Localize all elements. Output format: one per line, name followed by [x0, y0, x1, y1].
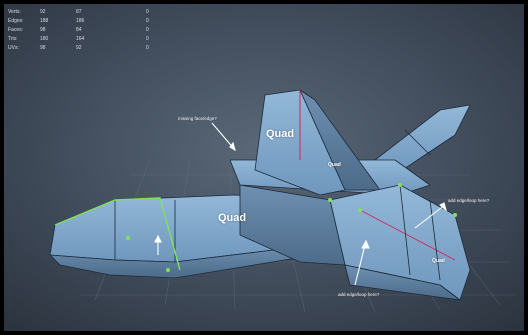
annotation-top: missing face/edge? [178, 116, 217, 121]
hud-label: Faces: [8, 27, 24, 33]
hud-value: 0 [146, 36, 149, 42]
hud-label: UVs: [8, 45, 19, 51]
nose-underside[interactable] [344, 264, 461, 301]
hud-value: 186 [76, 18, 85, 24]
hud-value: 98 [40, 45, 46, 51]
hud-value: 188 [40, 18, 49, 24]
hud-value: 0 [146, 18, 149, 24]
hud-value: 0 [146, 45, 149, 51]
hud-value: 84 [76, 27, 82, 33]
selected-edge-loop[interactable] [54, 197, 181, 271]
hud-value: 0 [146, 27, 149, 33]
annotation-right: add edge/loop here? [448, 198, 490, 203]
hud-value: 92 [40, 9, 46, 15]
airplane-model[interactable] [49, 89, 471, 301]
bottom-black-bar [0, 331, 528, 335]
hud-value: 164 [76, 36, 85, 42]
right-black-bar [524, 0, 528, 335]
tail-face-label: Quad [266, 128, 295, 140]
left-black-bar [0, 0, 4, 335]
fuselage-side[interactable] [239, 184, 346, 266]
hud-label: Edges: [8, 18, 24, 24]
hud-value: 0 [146, 9, 149, 15]
hud-value: 87 [76, 9, 82, 15]
hud-label: Tris: [8, 36, 18, 42]
hud-value: 98 [40, 27, 46, 33]
nose-face-label: Quad [432, 258, 445, 264]
wing-face-label: Quad [218, 212, 247, 224]
hud-value: 92 [76, 45, 82, 51]
hud-value: 180 [40, 36, 49, 42]
annotation-bottom: add edge/loop here? [338, 292, 380, 297]
hud-label: Verts: [8, 9, 21, 15]
annotation-arrows [154, 122, 448, 286]
fin-face-label: Quad [328, 162, 341, 168]
top-black-bar [0, 0, 528, 4]
